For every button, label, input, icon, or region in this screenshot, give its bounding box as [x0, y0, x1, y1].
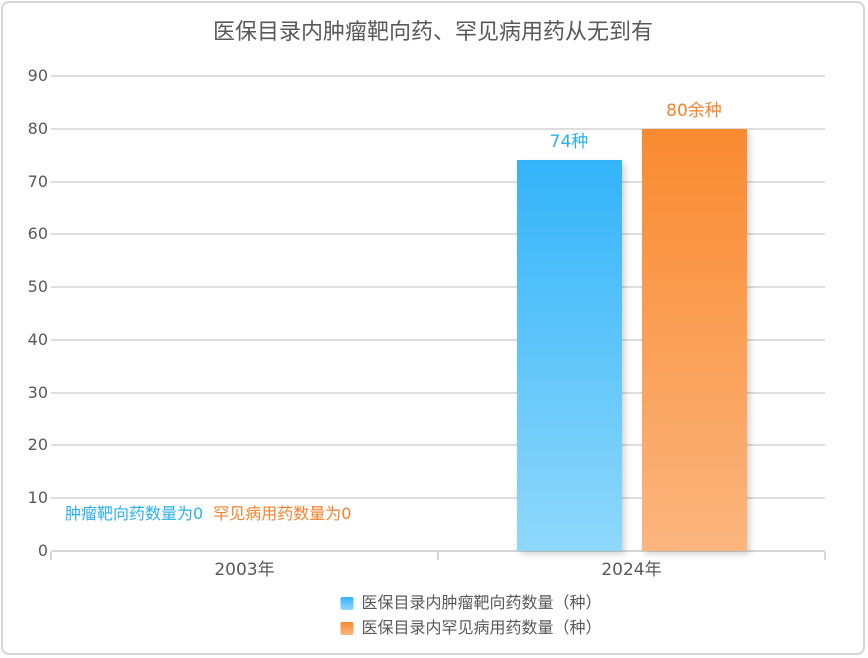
bar-tumor-targeted-drugs — [516, 160, 622, 551]
x-axis-tick — [437, 552, 439, 560]
legend: 医保目录内肿瘤靶向药数量（种） 医保目录内罕见病用药数量（种） — [340, 592, 602, 639]
y-axis-tick-label: 80 — [27, 118, 48, 138]
gridline — [51, 391, 825, 394]
y-axis-tick-label: 50 — [27, 277, 48, 297]
gridline — [51, 286, 825, 289]
x-axis-label: 2003年 — [214, 560, 275, 580]
y-axis-tick-label: 10 — [27, 488, 48, 508]
x-axis-tick — [50, 552, 52, 560]
plot-area: 0 10 20 30 40 50 60 70 80 90 2003年 2024年 74种 80余种 — [3, 3, 863, 653]
bar-rare-disease-drugs — [641, 128, 747, 551]
annotation-text: 罕见病用药数量为0 — [213, 504, 352, 523]
gridline — [51, 180, 825, 183]
y-axis-tick-label: 0 — [37, 541, 48, 560]
legend-color-chip — [340, 596, 354, 610]
y-axis-tick-label: 20 — [27, 435, 48, 455]
y-axis-tick-label: 90 — [27, 66, 48, 85]
gridline — [51, 75, 825, 77]
bar-value-label: 74种 — [549, 132, 589, 153]
legend-label: 医保目录内罕见病用药数量（种） — [361, 618, 602, 637]
gridline — [51, 233, 825, 236]
y-axis-tick-label: 60 — [27, 224, 48, 244]
y-axis-tick-label: 70 — [27, 171, 48, 191]
legend-color-chip — [340, 621, 354, 635]
annotation-text: 肿瘤靶向药数量为0 — [65, 504, 204, 523]
gridline — [51, 497, 825, 500]
legend-item-rare-disease[interactable]: 医保目录内罕见病用药数量（种） — [340, 617, 602, 639]
x-axis-line — [51, 550, 825, 552]
chart-title: 医保目录内肿瘤靶向药、罕见病用药从无到有 — [212, 20, 653, 45]
y-axis-tick-label: 40 — [27, 329, 48, 349]
y-axis-tick-label: 30 — [27, 382, 48, 402]
x-axis-label: 2024年 — [601, 560, 662, 580]
legend-item-tumor-targeted[interactable]: 医保目录内肿瘤靶向药数量（种） — [340, 592, 602, 614]
bar-value-label: 80余种 — [666, 100, 722, 121]
gridline — [51, 338, 825, 341]
annotation-zero-values: 肿瘤靶向药数量为0 罕见病用药数量为0 — [65, 503, 361, 525]
x-axis-tick — [824, 552, 826, 560]
gridline — [51, 127, 825, 130]
gridline — [51, 444, 825, 447]
legend-label: 医保目录内肿瘤靶向药数量（种） — [361, 593, 602, 612]
